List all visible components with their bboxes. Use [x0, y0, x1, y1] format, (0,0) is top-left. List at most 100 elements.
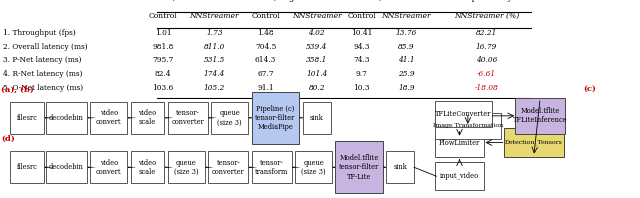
FancyBboxPatch shape [303, 102, 331, 134]
Text: 704.5: 704.5 [255, 43, 276, 50]
Polygon shape [209, 117, 217, 119]
Text: 4.02: 4.02 [308, 29, 325, 37]
Text: queue
(size 3): queue (size 3) [174, 159, 198, 176]
Polygon shape [333, 167, 341, 168]
Text: 358.1: 358.1 [306, 56, 328, 64]
Text: video
convert: video convert [96, 159, 122, 176]
Polygon shape [249, 167, 257, 168]
Text: 80.2: 80.2 [308, 84, 325, 92]
FancyBboxPatch shape [435, 128, 484, 157]
Text: Detection_Tensors: Detection_Tensors [505, 140, 563, 145]
Text: 16.79: 16.79 [476, 43, 497, 50]
Text: 101.4: 101.4 [306, 70, 328, 78]
Text: C / PC: C / PC [371, 0, 397, 2]
FancyBboxPatch shape [10, 151, 44, 183]
Text: queue
(size 3): queue (size 3) [218, 109, 242, 126]
Text: queue
(size 3): queue (size 3) [301, 159, 326, 176]
Text: filesrc: filesrc [17, 163, 37, 171]
Text: sink: sink [310, 114, 324, 122]
Text: B / High-end: B / High-end [266, 0, 317, 2]
Text: 539.4: 539.4 [306, 43, 328, 50]
Text: 174.4: 174.4 [204, 70, 225, 78]
FancyBboxPatch shape [435, 112, 501, 139]
Text: sink: sink [393, 163, 407, 171]
Text: 795.7: 795.7 [152, 56, 174, 64]
FancyBboxPatch shape [295, 151, 332, 183]
Text: 40.06: 40.06 [476, 56, 497, 64]
Polygon shape [88, 117, 96, 119]
Polygon shape [165, 117, 173, 119]
Polygon shape [45, 117, 53, 119]
FancyBboxPatch shape [208, 151, 248, 183]
Text: 25.9: 25.9 [398, 70, 415, 78]
Text: 91.1: 91.1 [257, 84, 274, 92]
Text: 4. R-Net latency (ms): 4. R-Net latency (ms) [3, 70, 83, 78]
FancyBboxPatch shape [211, 102, 248, 134]
Text: 1.48: 1.48 [257, 29, 274, 37]
Text: 1.01: 1.01 [155, 29, 172, 37]
Text: 10.3: 10.3 [353, 84, 370, 92]
FancyBboxPatch shape [46, 102, 87, 134]
Text: NNStreamer: NNStreamer [189, 12, 239, 20]
Text: Pipeline (c)
tensor-filter
MediaPipe: Pipeline (c) tensor-filter MediaPipe [255, 105, 295, 131]
Text: NNStreamer: NNStreamer [381, 12, 431, 20]
Text: video
scale: video scale [138, 159, 157, 176]
Polygon shape [300, 117, 308, 119]
Text: Control: Control [252, 12, 280, 20]
Text: 2. Overall latency (ms): 2. Overall latency (ms) [3, 43, 88, 50]
Text: filesrc: filesrc [17, 114, 37, 122]
FancyBboxPatch shape [386, 151, 414, 183]
Text: 94.3: 94.3 [353, 43, 370, 50]
Polygon shape [205, 167, 214, 168]
Polygon shape [88, 167, 96, 168]
Text: (a), (b): (a), (b) [1, 85, 34, 93]
FancyBboxPatch shape [335, 141, 383, 193]
Text: FlowLimiter: FlowLimiter [439, 139, 480, 147]
Text: tensor-
converter: tensor- converter [172, 109, 204, 126]
FancyBboxPatch shape [252, 151, 292, 183]
Text: tensor-
transform: tensor- transform [255, 159, 289, 176]
Polygon shape [128, 167, 136, 168]
Text: (c): (c) [584, 85, 596, 93]
Text: 67.7: 67.7 [257, 70, 274, 78]
FancyBboxPatch shape [90, 151, 127, 183]
Text: 9.7: 9.7 [356, 70, 367, 78]
Text: -18.08: -18.08 [474, 84, 499, 92]
Text: 13.76: 13.76 [396, 29, 417, 37]
FancyBboxPatch shape [515, 98, 565, 134]
Text: 82.4: 82.4 [155, 70, 172, 78]
Polygon shape [45, 167, 53, 168]
Text: 18.9: 18.9 [398, 84, 415, 92]
Text: video
convert: video convert [96, 109, 122, 126]
Text: 82.21: 82.21 [476, 29, 497, 37]
FancyBboxPatch shape [435, 162, 484, 190]
Text: 531.5: 531.5 [204, 56, 225, 64]
Text: -6.61: -6.61 [477, 70, 496, 78]
FancyBboxPatch shape [168, 102, 208, 134]
Polygon shape [292, 167, 301, 168]
Text: decodebin: decodebin [49, 163, 84, 171]
Text: 981.8: 981.8 [152, 43, 174, 50]
Text: tensor-
converter: tensor- converter [212, 159, 244, 176]
FancyBboxPatch shape [131, 102, 164, 134]
Polygon shape [249, 117, 257, 119]
FancyBboxPatch shape [46, 151, 87, 183]
Text: Model.tflite
TFLiteInference: Model.tflite TFLiteInference [513, 107, 568, 124]
Polygon shape [165, 167, 173, 168]
FancyBboxPatch shape [435, 101, 492, 127]
Text: Control: Control [149, 12, 177, 20]
FancyBboxPatch shape [168, 151, 205, 183]
Text: 5. O-Net latency (ms): 5. O-Net latency (ms) [3, 84, 83, 92]
FancyBboxPatch shape [90, 102, 127, 134]
FancyBboxPatch shape [10, 102, 44, 134]
FancyBboxPatch shape [252, 92, 299, 144]
Text: 10.41: 10.41 [351, 29, 372, 37]
Text: 105.2: 105.2 [204, 84, 225, 92]
Text: 74.3: 74.3 [353, 56, 370, 64]
Text: Improved by: Improved by [461, 0, 512, 2]
Text: A / Mid-end: A / Mid-end [165, 0, 212, 2]
Text: 1.73: 1.73 [206, 29, 223, 37]
Text: 85.9: 85.9 [398, 43, 415, 50]
Text: 3. P-Net latency (ms): 3. P-Net latency (ms) [3, 56, 82, 64]
FancyBboxPatch shape [504, 128, 564, 157]
